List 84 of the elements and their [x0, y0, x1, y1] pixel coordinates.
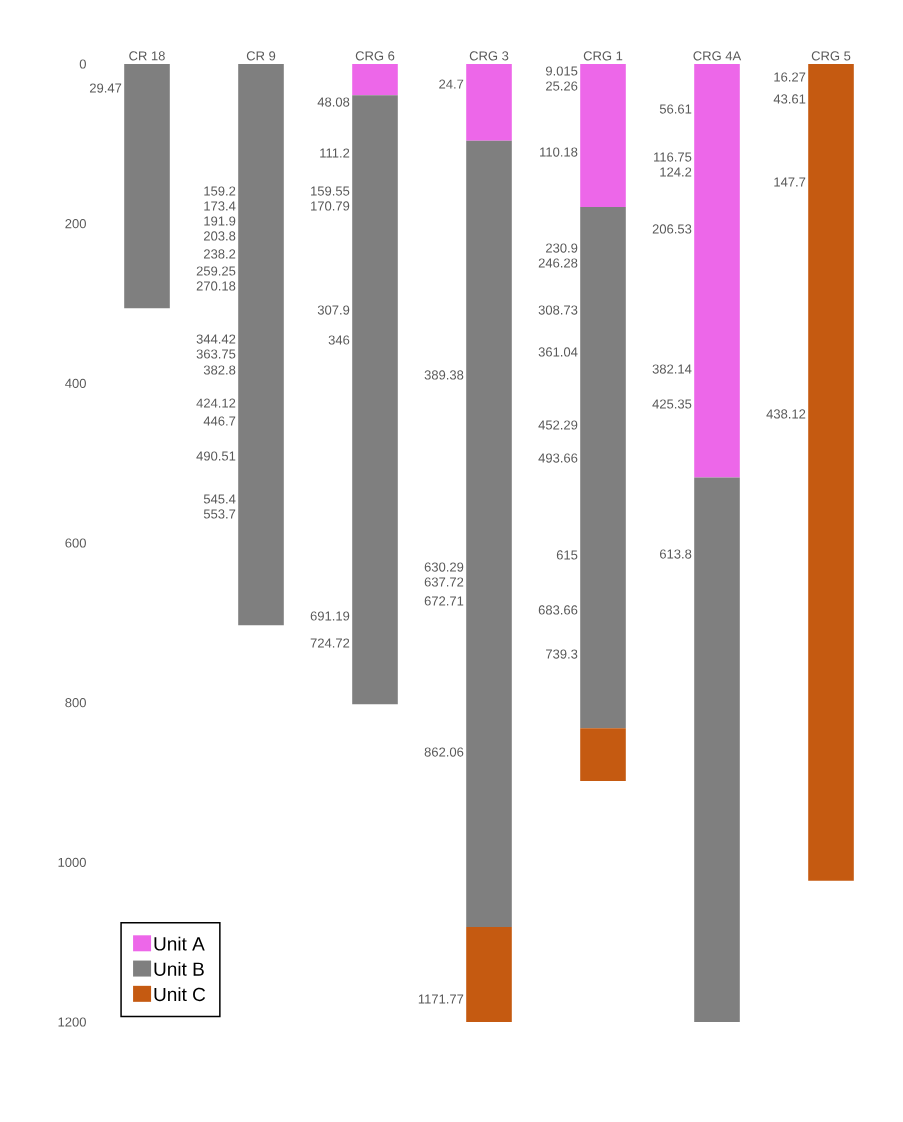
- annotation: 1171.77: [418, 994, 464, 1004]
- annotation: 159.2: [204, 186, 236, 196]
- annotation: 553.7: [203, 509, 236, 519]
- annotation: 173.4: [204, 201, 236, 211]
- annotation: 25.26: [546, 81, 578, 91]
- x-tick-label: CRG 6: [355, 51, 395, 61]
- annotation: 389.38: [424, 370, 464, 380]
- bar: [466, 140, 512, 928]
- annotation: 238.2: [204, 249, 236, 259]
- bar: [580, 206, 626, 729]
- annotation: 230.9: [546, 243, 578, 253]
- annotation: 382.14: [652, 364, 692, 374]
- annotation: 683.66: [538, 605, 578, 615]
- annotation: 124.2: [660, 167, 692, 177]
- annotation: 206.53: [652, 224, 692, 234]
- annotation: 259.25: [196, 266, 236, 276]
- annotation: 672.71: [424, 596, 464, 606]
- y-tick-label: 200: [65, 219, 86, 229]
- bar: [466, 64, 512, 141]
- annotation: 307.9: [317, 305, 350, 315]
- y-tick-label: 600: [65, 538, 86, 548]
- annotation: 246.28: [538, 258, 578, 268]
- y-tick-label: 0: [79, 59, 86, 69]
- bar: [808, 64, 854, 881]
- bar: [580, 64, 626, 207]
- annotation: 56.61: [659, 104, 692, 114]
- annotation: 43.61: [773, 94, 806, 104]
- bar: [694, 477, 740, 1023]
- x-tick-label: CRG 4A: [693, 51, 742, 61]
- annotation: 490.51: [196, 451, 236, 461]
- annotation: 110.18: [540, 147, 578, 157]
- bar: [238, 64, 284, 626]
- annotation: 452.29: [538, 420, 578, 430]
- y-tick-label: 400: [65, 378, 86, 388]
- x-tick-label: CRG 5: [811, 51, 851, 61]
- legend-label: Unit B: [154, 961, 204, 976]
- annotation: 346: [328, 335, 350, 345]
- annotation: 116.75: [654, 152, 692, 162]
- annotation: 425.35: [652, 399, 692, 409]
- y-tick-label: 1000: [58, 857, 86, 867]
- annotation: 493.66: [538, 453, 578, 463]
- legend-label: Unit C: [154, 987, 206, 1002]
- x-tick-label: CR 18: [129, 51, 165, 61]
- bar: [124, 64, 170, 309]
- bar: [694, 64, 740, 478]
- annotation: 424.12: [196, 398, 236, 408]
- annotation: 270.18: [196, 281, 236, 291]
- annotation: 344.42: [196, 334, 236, 344]
- annotation: 862.06: [424, 747, 464, 757]
- annotation: 170.79: [311, 201, 350, 211]
- legend-label: Unit A: [154, 936, 205, 951]
- bar: [580, 728, 626, 781]
- y-tick-label: 800: [65, 698, 86, 708]
- annotation: 363.75: [196, 349, 236, 359]
- annotation: 637.72: [424, 577, 464, 587]
- annotation: 361.04: [538, 347, 578, 357]
- annotation: 615: [556, 550, 578, 560]
- annotation: 691.19: [310, 611, 350, 621]
- annotation: 545.4: [203, 494, 236, 504]
- bar: [466, 927, 512, 1023]
- annotation: 29.47: [89, 83, 122, 93]
- annotation: 446.7: [203, 416, 236, 426]
- annotation: 24.7: [439, 79, 464, 89]
- annotation: 203.8: [204, 231, 236, 241]
- annotation: 16.27: [774, 72, 806, 82]
- annotation: 382.8: [203, 365, 236, 375]
- annotation: 308.73: [538, 305, 578, 315]
- annotation: 111.2: [320, 148, 350, 158]
- annotation: 613.8: [659, 549, 692, 559]
- annotation: 630.29: [424, 562, 464, 572]
- bar: [352, 95, 398, 705]
- annotation: 159.55: [311, 186, 350, 196]
- annotation: 739.3: [546, 649, 578, 659]
- annotation: 48.08: [317, 97, 350, 107]
- y-tick-label: 1200: [58, 1017, 86, 1027]
- x-tick-label: CRG 3: [469, 51, 509, 61]
- bar: [352, 64, 398, 96]
- annotation: 191.9: [204, 216, 236, 226]
- x-tick-label: CR 9: [246, 51, 276, 61]
- annotation: 147.7: [774, 177, 806, 187]
- annotation: 9.015: [545, 66, 578, 76]
- annotation: 724.72: [310, 638, 350, 648]
- annotation: 438.12: [766, 409, 806, 419]
- x-tick-label: CRG 1: [583, 51, 623, 61]
